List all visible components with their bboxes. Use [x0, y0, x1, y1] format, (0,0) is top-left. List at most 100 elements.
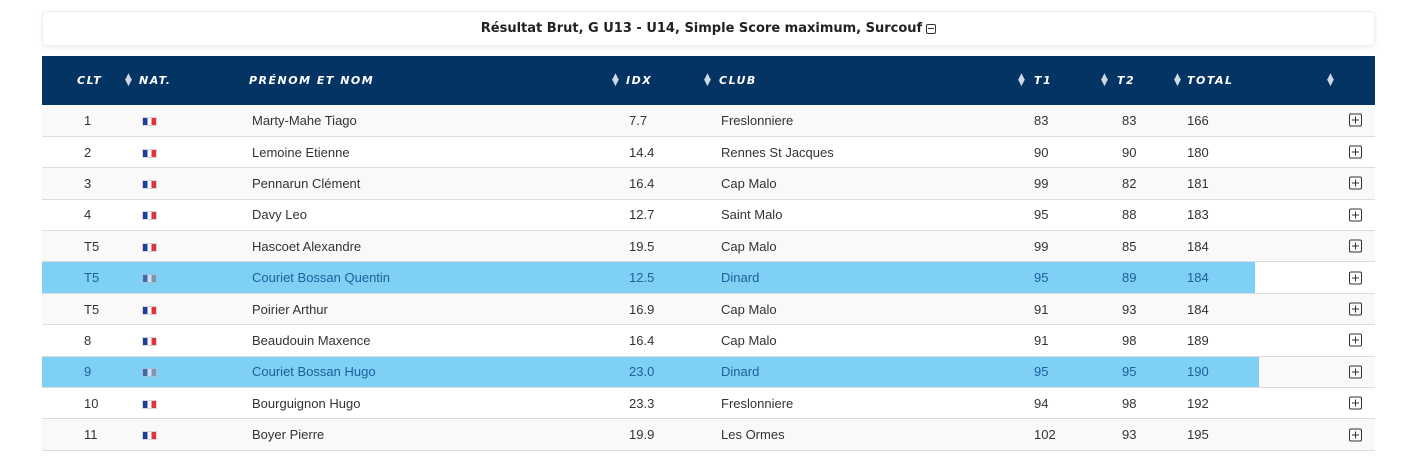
sort-arrows-icon[interactable]: ▲ ▼ [1018, 71, 1027, 88]
table-row[interactable]: 4 Davy Leo 12.7 Saint Malo 95 88 183 [42, 199, 1375, 231]
cell-idx: 7.7 [629, 112, 648, 128]
sort-arrows-icon[interactable]: ▲ ▼ [1327, 71, 1336, 88]
cell-t1: 90 [1034, 144, 1049, 160]
cell-name[interactable]: Bourguignon Hugo [252, 395, 361, 411]
france-flag-icon [142, 211, 157, 221]
cell-idx: 16.9 [629, 301, 655, 317]
cell-total: 189 [1187, 325, 1375, 356]
header-total[interactable]: TOTAL ▲ ▼ [1187, 56, 1375, 105]
header-nat-label: NAT. [139, 74, 172, 87]
sort-arrows-icon[interactable]: ▲ ▼ [125, 71, 134, 88]
header-idx[interactable]: IDX ▲ ▼ [626, 56, 719, 105]
plus-square-icon[interactable] [1349, 176, 1362, 190]
cell-clt: 2 [84, 144, 92, 160]
cell-name[interactable]: Pennarun Clément [252, 175, 361, 191]
cell-total-value: 190 [1187, 364, 1209, 380]
header-clt-label: CLT [77, 74, 103, 87]
cell-t1: 91 [1034, 332, 1049, 348]
row-spacer [42, 356, 77, 388]
cell-name[interactable]: Boyer Pierre [252, 427, 325, 443]
plus-square-icon[interactable] [1349, 333, 1362, 347]
cell-club: Freslonniere [721, 112, 794, 128]
cell-t2: 95 [1117, 356, 1187, 388]
header-nat[interactable]: NAT. [139, 56, 249, 105]
cell-t1: 91 [1034, 301, 1049, 317]
header-clt[interactable]: CLT ▲ ▼ [77, 56, 139, 105]
cell-t2: 88 [1122, 207, 1137, 223]
cell-clt: 1 [84, 112, 92, 128]
table-row[interactable]: 2 Lemoine Etienne 14.4 Rennes St Jacques 90 9… [42, 136, 1375, 168]
cell-idx: 14.4 [629, 144, 655, 160]
cell-t1: 95 [1034, 207, 1049, 223]
cell-clt: 11 [84, 427, 98, 443]
cell-t1: 94 [1034, 395, 1049, 411]
cell-nat [139, 105, 249, 136]
table-row[interactable]: T5 Poirier Arthur 16.9 Cap Malo 91 93 184 [42, 293, 1375, 325]
cell-name[interactable]: Marty-Mahe Tiago [252, 112, 357, 128]
cell-t1: 99 [1034, 175, 1049, 191]
france-flag-icon [142, 368, 157, 378]
plus-square-icon[interactable] [1349, 145, 1362, 159]
table-row[interactable]: 1 Marty-Mahe Tiago 7.7 Freslonniere 83 83 166 [42, 105, 1375, 137]
row-highlight-band [1187, 356, 1259, 388]
plus-square-icon[interactable] [1349, 396, 1362, 410]
cell-name[interactable]: Hascoet Alexandre [252, 238, 362, 254]
cell-clt: 3 [84, 175, 92, 191]
france-flag-icon [142, 431, 157, 441]
cell-t1: 83 [1034, 112, 1049, 128]
cell-name[interactable]: Couriet Bossan Hugo [249, 356, 626, 388]
cell-total-value: 192 [1187, 395, 1209, 411]
cell-idx: 12.5 [626, 261, 719, 294]
cell-club: Rennes St Jacques [721, 144, 834, 160]
table-row[interactable]: 10 Bourguignon Hugo 23.3 Freslonniere 94 98 19… [42, 387, 1375, 419]
cell-nat [139, 261, 249, 294]
cell-idx: 19.9 [629, 427, 655, 443]
table-row[interactable]: T5 Hascoet Alexandre 19.5 Cap Malo 99 85 184 [42, 230, 1375, 262]
cell-club: Cap Malo [721, 332, 777, 348]
plus-square-icon[interactable] [1349, 365, 1362, 379]
cell-clt: T5 [84, 301, 100, 317]
table-row[interactable]: 9 Couriet Bossan Hugo 23.0 Dinard 95 95 190 [42, 356, 1375, 388]
france-flag-icon [142, 399, 157, 409]
plus-square-icon[interactable] [1349, 428, 1362, 442]
cell-name[interactable]: Beaudouin Maxence [252, 332, 371, 348]
plus-square-icon[interactable] [1349, 208, 1362, 222]
cell-name[interactable]: Lemoine Etienne [252, 144, 350, 160]
plus-square-icon[interactable] [1349, 113, 1362, 127]
table-row[interactable]: 3 Pennarun Clément 16.4 Cap Malo 99 82 181 [42, 167, 1375, 200]
plus-square-icon[interactable] [1349, 271, 1362, 285]
france-flag-icon [142, 305, 157, 315]
plus-square-icon[interactable] [1349, 302, 1362, 316]
header-name[interactable]: PRÉNOM ET NOM ▲ ▼ [249, 56, 626, 105]
sort-arrows-icon[interactable]: ▲ ▼ [612, 71, 621, 88]
cell-club: Cap Malo [721, 175, 777, 191]
cell-name[interactable]: Poirier Arthur [252, 301, 328, 317]
table-row[interactable]: T5 Couriet Bossan Quentin 12.5 Dinard 95 89 18… [42, 261, 1375, 294]
cell-name[interactable]: Davy Leo [252, 207, 307, 223]
sort-arrows-icon[interactable]: ▲ ▼ [1101, 71, 1110, 88]
header-club[interactable]: CLUB ▲ ▼ [719, 56, 1034, 105]
cell-name[interactable]: Couriet Bossan Quentin [249, 261, 626, 294]
cell-nat [139, 293, 249, 324]
france-flag-icon [142, 336, 157, 346]
cell-total: 184 [1187, 262, 1375, 293]
table-row[interactable]: 8 Beaudouin Maxence 16.4 Cap Malo 91 98 189 [42, 324, 1375, 357]
cell-total: 183 [1187, 199, 1375, 230]
header-t2[interactable]: T2 ▲ ▼ [1117, 56, 1187, 105]
sort-arrows-icon[interactable]: ▲ ▼ [1174, 71, 1183, 88]
sort-arrows-icon[interactable]: ▲ ▼ [704, 71, 713, 88]
france-flag-icon [142, 274, 157, 284]
cell-club: Les Ormes [721, 427, 785, 443]
cell-nat [139, 388, 249, 419]
cell-clt: 9 [77, 356, 139, 388]
cell-idx: 12.7 [629, 207, 655, 223]
france-flag-icon [142, 117, 157, 126]
cell-t2: 98 [1122, 332, 1137, 348]
plus-square-icon[interactable] [1349, 239, 1362, 253]
table-row[interactable]: 11 Boyer Pierre 19.9 Les Ormes 102 93 195 [42, 418, 1375, 451]
minus-square-icon[interactable] [926, 23, 937, 34]
header-total-label: TOTAL [1187, 74, 1234, 87]
cell-t2: 82 [1122, 175, 1137, 191]
cell-nat [139, 356, 249, 388]
header-t1[interactable]: T1 ▲ ▼ [1034, 56, 1117, 105]
